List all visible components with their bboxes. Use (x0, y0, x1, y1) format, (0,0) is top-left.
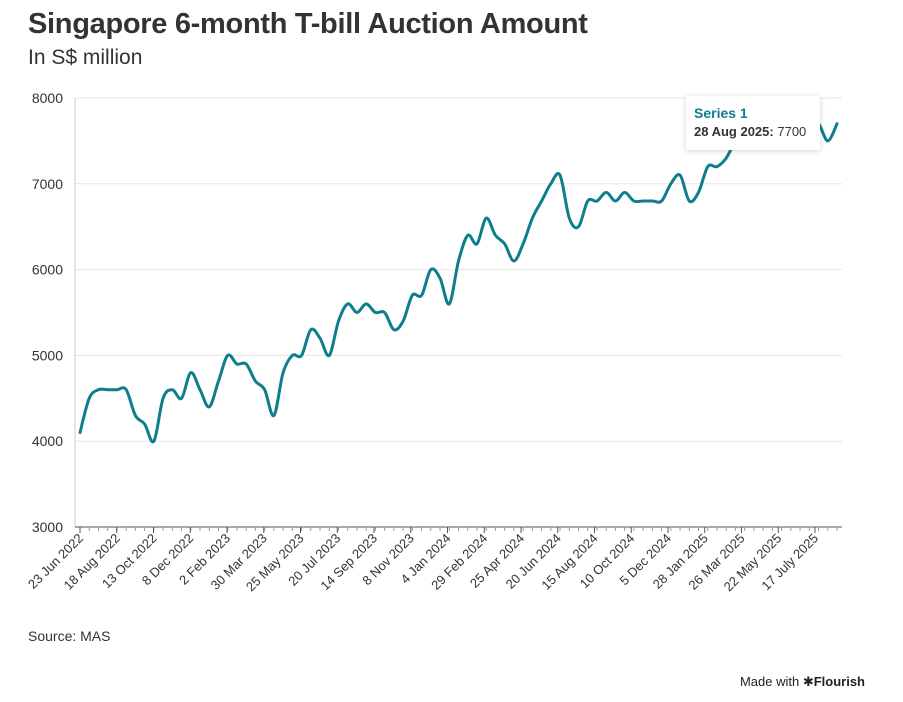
data-point[interactable] (391, 327, 397, 333)
chart-subtitle: In S$ million (28, 46, 143, 69)
data-point[interactable] (585, 198, 591, 204)
data-point[interactable] (409, 292, 415, 298)
data-point[interactable] (160, 395, 166, 401)
data-point[interactable] (105, 387, 111, 393)
data-point[interactable] (825, 138, 831, 144)
data-point[interactable] (492, 232, 498, 238)
y-tick-label: 6000 (32, 262, 63, 278)
y-tick-label: 4000 (32, 433, 63, 449)
y-tick-label: 7000 (32, 176, 63, 192)
data-point[interactable] (280, 370, 286, 376)
data-point[interactable] (502, 241, 508, 247)
data-point[interactable] (622, 189, 628, 195)
data-point[interactable] (474, 241, 480, 247)
data-point[interactable] (612, 198, 618, 204)
y-tick-label: 8000 (32, 90, 63, 106)
data-point[interactable] (317, 335, 323, 341)
data-point[interactable] (446, 301, 452, 307)
data-point[interactable] (520, 241, 526, 247)
data-point[interactable] (400, 318, 406, 324)
data-point[interactable] (262, 387, 268, 393)
data-point[interactable] (289, 352, 295, 358)
data-point[interactable] (576, 224, 582, 230)
data-point[interactable] (456, 258, 462, 264)
credit-prefix: Made with (739, 674, 800, 689)
data-point[interactable] (677, 172, 683, 178)
data-point[interactable] (419, 292, 425, 298)
data-point[interactable] (299, 352, 305, 358)
data-point[interactable] (465, 232, 471, 238)
data-point[interactable] (142, 421, 148, 427)
y-tick-label: 5000 (32, 347, 63, 363)
data-point[interactable] (363, 301, 369, 307)
data-point[interactable] (723, 155, 729, 161)
data-point[interactable] (354, 310, 360, 316)
data-point[interactable] (557, 172, 563, 178)
data-point[interactable] (326, 352, 332, 358)
data-point[interactable] (603, 189, 609, 195)
data-point[interactable] (511, 258, 517, 264)
data-point[interactable] (345, 301, 351, 307)
data-point[interactable] (243, 361, 249, 367)
data-point[interactable] (114, 387, 120, 393)
data-point[interactable] (216, 378, 222, 384)
data-point[interactable] (206, 404, 212, 410)
series-line-series-1[interactable] (78, 120, 839, 444)
data-point[interactable] (197, 387, 203, 393)
source-note: Source: MAS (28, 628, 111, 644)
plot-area (77, 120, 840, 444)
data-point[interactable] (271, 413, 277, 419)
y-tick-label: 3000 (32, 519, 63, 535)
data-point[interactable] (308, 327, 314, 333)
tooltip: Series 1 28 Aug 2025: 7700 (686, 96, 820, 150)
tooltip-series-name: Series 1 (694, 105, 748, 121)
data-point[interactable] (123, 387, 129, 393)
data-point[interactable] (705, 164, 711, 170)
tooltip-value: 7700 (777, 124, 807, 139)
data-point[interactable] (686, 198, 692, 204)
data-point[interactable] (188, 370, 194, 376)
asterisk-icon: ✱ (802, 674, 814, 689)
data-point[interactable] (659, 198, 665, 204)
data-point[interactable] (594, 198, 600, 204)
data-point[interactable] (225, 352, 231, 358)
data-point[interactable] (96, 387, 102, 393)
chart-title: Singapore 6-month T-bill Auction Amount (28, 8, 588, 40)
data-point[interactable] (483, 215, 489, 221)
data-point[interactable] (649, 198, 655, 204)
gridlines (75, 97, 842, 442)
data-point[interactable] (77, 430, 83, 436)
data-point[interactable] (169, 387, 175, 393)
data-point[interactable] (336, 318, 342, 324)
tooltip-date: 28 Aug 2025: (694, 124, 774, 139)
data-point[interactable] (437, 275, 443, 281)
data-point[interactable] (714, 164, 720, 170)
data-point[interactable] (548, 181, 554, 187)
data-point[interactable] (640, 198, 646, 204)
data-point[interactable] (179, 395, 185, 401)
data-point[interactable] (631, 198, 637, 204)
y-axis: 3000 4000 5000 6000 7000 8000 (32, 90, 76, 535)
data-point[interactable] (132, 413, 138, 419)
data-point[interactable] (252, 378, 258, 384)
credit-brand: Flourish (813, 674, 865, 689)
data-point[interactable] (234, 361, 240, 367)
data-point[interactable] (382, 310, 388, 316)
data-point[interactable] (539, 198, 545, 204)
data-point[interactable] (529, 215, 535, 221)
flourish-credit[interactable]: Made with ✱Flourish (740, 674, 865, 690)
data-point[interactable] (428, 267, 434, 273)
data-point[interactable] (372, 310, 378, 316)
data-point[interactable] (834, 121, 840, 127)
data-point[interactable] (86, 395, 92, 401)
data-point[interactable] (151, 438, 157, 444)
data-point[interactable] (566, 215, 572, 221)
tooltip-value-line: 28 Aug 2025: 7700 (694, 124, 812, 139)
data-point[interactable] (696, 189, 702, 195)
data-point[interactable] (668, 181, 674, 187)
